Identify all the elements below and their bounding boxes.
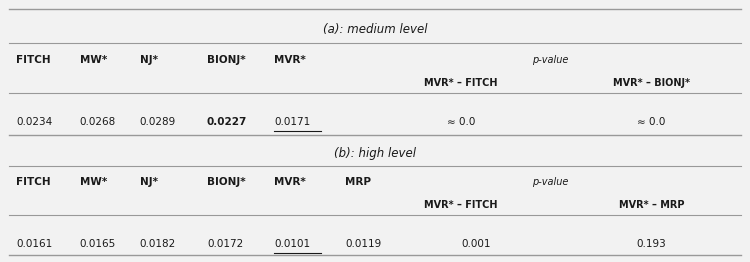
Text: MVR* – FITCH: MVR* – FITCH <box>424 78 498 88</box>
Text: BIONJ*: BIONJ* <box>207 177 245 187</box>
Text: (b): high level: (b): high level <box>334 146 416 160</box>
Text: (a): medium level: (a): medium level <box>322 23 428 36</box>
Text: MVR* – FITCH: MVR* – FITCH <box>424 200 498 210</box>
Text: NJ*: NJ* <box>140 177 158 187</box>
Text: 0.0234: 0.0234 <box>16 117 53 127</box>
Text: ≈ 0.0: ≈ 0.0 <box>447 117 475 127</box>
Text: 0.0182: 0.0182 <box>140 239 176 249</box>
Text: MRP: MRP <box>345 177 371 187</box>
Text: 0.0165: 0.0165 <box>80 239 116 249</box>
Text: ≈ 0.0: ≈ 0.0 <box>638 117 666 127</box>
Text: MVR*: MVR* <box>274 55 306 65</box>
Text: 0.0172: 0.0172 <box>207 239 243 249</box>
Text: MW*: MW* <box>80 55 107 65</box>
Text: p-value: p-value <box>532 55 568 65</box>
Text: MVR*: MVR* <box>274 177 306 187</box>
Text: BIONJ*: BIONJ* <box>207 55 245 65</box>
Text: 0.0268: 0.0268 <box>80 117 116 127</box>
Text: 0.0171: 0.0171 <box>274 117 310 127</box>
Text: FITCH: FITCH <box>16 177 51 187</box>
Text: 0.0161: 0.0161 <box>16 239 53 249</box>
Text: 0.0119: 0.0119 <box>345 239 381 249</box>
Text: 0.0227: 0.0227 <box>207 117 248 127</box>
Text: MVR* – BIONJ*: MVR* – BIONJ* <box>613 78 690 88</box>
Text: 0.0101: 0.0101 <box>274 239 310 249</box>
Text: 0.193: 0.193 <box>637 239 666 249</box>
Text: MW*: MW* <box>80 177 107 187</box>
Text: p-value: p-value <box>532 177 568 187</box>
Text: 0.0289: 0.0289 <box>140 117 176 127</box>
Text: FITCH: FITCH <box>16 55 51 65</box>
Text: 0.001: 0.001 <box>461 239 490 249</box>
Text: NJ*: NJ* <box>140 55 158 65</box>
Text: MVR* – MRP: MVR* – MRP <box>619 200 684 210</box>
